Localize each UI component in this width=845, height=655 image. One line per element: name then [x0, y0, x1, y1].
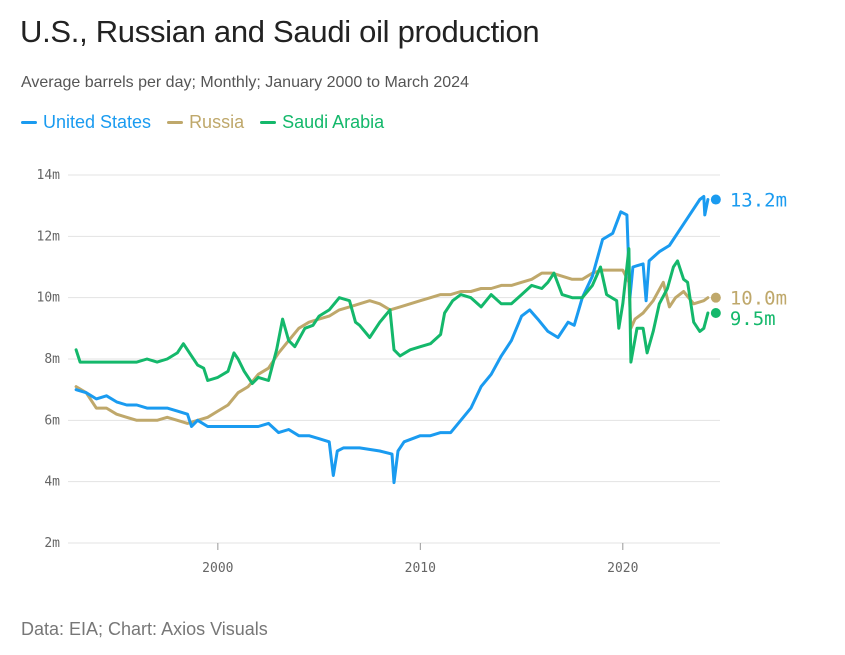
- legend-swatch-russia: [167, 121, 184, 124]
- y-tick-label: 4m: [44, 475, 60, 490]
- y-tick-label: 8m: [44, 352, 60, 367]
- legend-item-saudi-arabia: Saudi Arabia: [260, 112, 384, 133]
- end-label-united-states: 13.2m: [730, 190, 787, 212]
- legend-item-russia: Russia: [167, 112, 244, 133]
- legend-label-saudi-arabia: Saudi Arabia: [282, 112, 385, 132]
- legend-item-united-states: United States: [21, 112, 151, 133]
- legend-label-russia: Russia: [189, 112, 245, 132]
- series-line-united-states: [74, 195, 710, 485]
- end-marker-layer: 13.2m 10.0m9.5m: [710, 190, 787, 330]
- x-tick-label: 2020: [607, 561, 638, 576]
- page-title: U.S., Russian and Saudi oil production: [20, 14, 540, 49]
- y-tick-label: 2m: [44, 536, 60, 551]
- series-line-saudi-arabia: [74, 247, 710, 385]
- legend-label-united-states: United States: [43, 112, 152, 132]
- x-tick-label: 2010: [405, 561, 436, 576]
- y-tick-label: 14m: [37, 168, 61, 183]
- end-label-russia: 10.0m: [730, 288, 787, 310]
- line-chart: 2m 4m 6m 8m 10m 12m 14m 2000 2010 2020 13.2m 10.0m…: [37, 168, 788, 576]
- legend-swatch-united-states: [21, 121, 37, 124]
- y-tick-label: 12m: [37, 229, 61, 244]
- y-tick-label: 6m: [44, 413, 60, 428]
- source-note: Data: EIA; Chart: Axios Visuals: [21, 619, 268, 639]
- axis-layer: 2m 4m 6m 8m 10m 12m 14m 2000 2010 2020: [37, 168, 639, 576]
- chart-legend: United States Russia Saudi Arabia: [21, 112, 384, 133]
- legend-swatch-saudi-arabia: [260, 121, 277, 124]
- y-tick-label: 10m: [37, 291, 61, 306]
- end-point-saudi-arabia: [710, 308, 721, 318]
- end-point-united-states: [710, 194, 721, 205]
- chart-subtitle: Average barrels per day; Monthly; Januar…: [21, 74, 469, 91]
- end-point-russia: [710, 292, 721, 303]
- series-layer: [74, 195, 710, 485]
- series-line-russia: [74, 268, 710, 425]
- end-label-saudi-arabia: 9.5m: [730, 308, 776, 330]
- x-tick-label: 2000: [202, 561, 233, 576]
